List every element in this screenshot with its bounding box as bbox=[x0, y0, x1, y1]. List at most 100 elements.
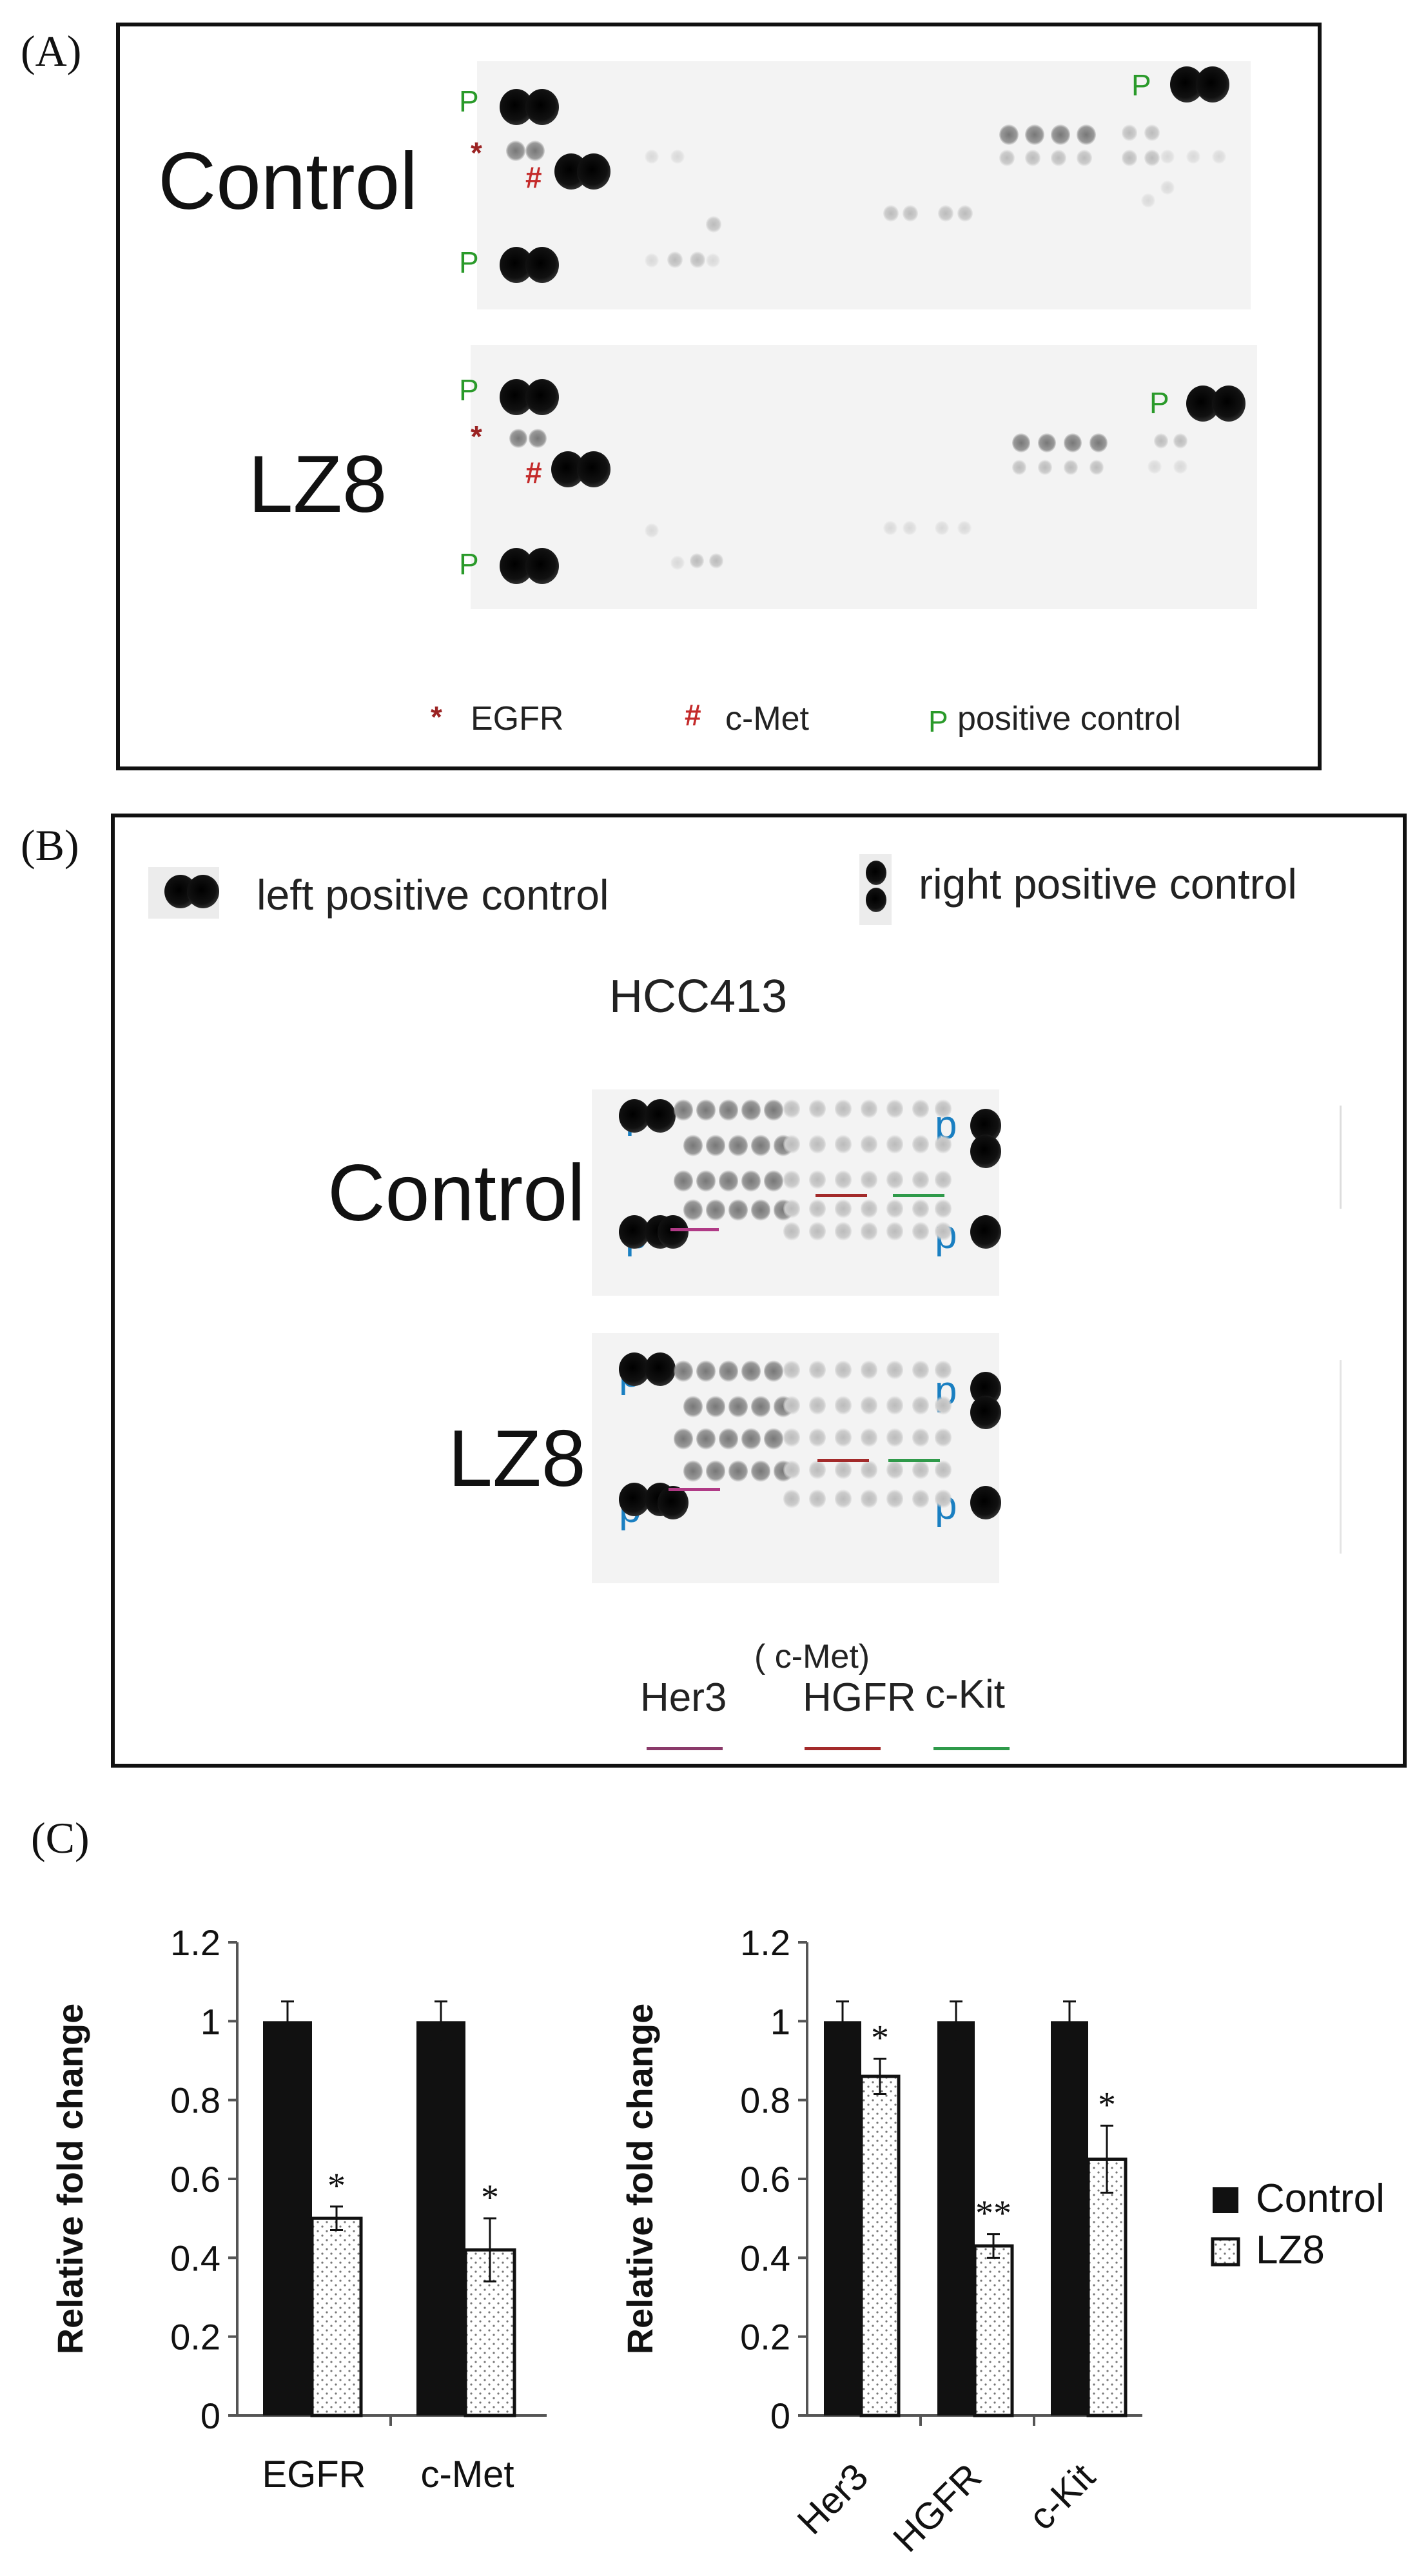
bar bbox=[263, 2021, 312, 2415]
blot-spot bbox=[883, 521, 897, 535]
blot-spot bbox=[1051, 150, 1066, 166]
blot-spot bbox=[674, 1360, 693, 1382]
panel-a-frame bbox=[116, 23, 1322, 770]
blot-spot bbox=[935, 1222, 952, 1241]
blot-spot bbox=[741, 1170, 761, 1192]
significance-label: * bbox=[871, 2018, 889, 2058]
blot-spot bbox=[861, 1489, 877, 1508]
blot-spot bbox=[957, 205, 973, 222]
chart-left: 0 0.2 0.4 0.6 0.8 1 1.2 Relative fold change * EG… bbox=[50, 1922, 547, 2495]
panel-a-control-p-bottom: P bbox=[459, 246, 479, 279]
y-tick-label: 0.6 bbox=[170, 2159, 220, 2200]
panel-c-letter: (C) bbox=[31, 1813, 90, 1862]
blot-spot bbox=[728, 1199, 748, 1221]
blot-spot bbox=[696, 1428, 716, 1450]
bar bbox=[824, 2021, 861, 2415]
y-tick-label: 0.6 bbox=[740, 2159, 790, 2200]
legend-control-swatch bbox=[1213, 2187, 1238, 2213]
blot-spot bbox=[835, 1460, 852, 1479]
blot-spot bbox=[809, 1360, 826, 1380]
blot-spot bbox=[719, 1099, 738, 1121]
blot-spot bbox=[912, 1396, 929, 1415]
blot-spot bbox=[645, 1352, 676, 1386]
blot-spot bbox=[696, 1170, 716, 1192]
panel-a-lz8-label: LZ8 bbox=[248, 440, 387, 529]
blot-spot bbox=[751, 1396, 770, 1418]
blot-spot bbox=[886, 1460, 903, 1479]
blot-spot bbox=[783, 1199, 800, 1218]
blot-spot bbox=[741, 1428, 761, 1450]
blot-spot bbox=[886, 1199, 903, 1218]
blot-spot bbox=[886, 1099, 903, 1118]
panel-a-legend-egfr-label: EGFR bbox=[471, 700, 564, 737]
blot-spot bbox=[835, 1170, 852, 1189]
x-tick-label: EGFR bbox=[262, 2454, 366, 2495]
blot-spot bbox=[935, 1199, 952, 1218]
blot-spot bbox=[1051, 124, 1070, 145]
blot-spot bbox=[970, 1486, 1001, 1519]
y-axis-label: Relative fold change bbox=[50, 2004, 90, 2355]
blot-spot bbox=[970, 1215, 1001, 1249]
blot-spot bbox=[529, 429, 547, 448]
blot-spot bbox=[1012, 433, 1030, 453]
blot-spot bbox=[1077, 124, 1096, 145]
blot-spot bbox=[728, 1396, 748, 1418]
blot-spot bbox=[719, 1428, 738, 1450]
panel-a-legend-p-symbol: P bbox=[928, 705, 948, 738]
blot-spot bbox=[912, 1099, 929, 1118]
blot-spot bbox=[835, 1489, 852, 1508]
panel-a-lz8-p-right: P bbox=[1149, 386, 1169, 420]
blot-spot bbox=[957, 521, 972, 535]
blot-spot bbox=[1186, 150, 1200, 164]
blot-spot bbox=[683, 1135, 703, 1156]
blot-spot bbox=[1089, 433, 1108, 453]
blot-spot bbox=[1160, 150, 1175, 164]
blot-spot bbox=[709, 553, 723, 569]
blot-spot bbox=[525, 141, 545, 161]
right-positive-control-dot bbox=[866, 861, 886, 885]
significance-label: * bbox=[481, 2178, 499, 2218]
legend-control-label: Control bbox=[1256, 2176, 1385, 2221]
panel-a-legend-cmet-symbol: # bbox=[685, 698, 701, 732]
blot-spot bbox=[861, 1099, 877, 1118]
blot-spot bbox=[912, 1199, 929, 1218]
y-tick-label: 0.8 bbox=[170, 2080, 220, 2121]
blot-spot bbox=[886, 1489, 903, 1508]
blot-spot bbox=[809, 1222, 826, 1241]
blot-spot bbox=[912, 1170, 929, 1189]
blot-spot bbox=[1122, 124, 1137, 141]
bar bbox=[1051, 2021, 1088, 2415]
significance-label: * bbox=[327, 2166, 346, 2206]
blot-spot bbox=[783, 1396, 800, 1415]
bar bbox=[973, 2244, 1014, 2417]
blot-spot bbox=[706, 1460, 725, 1482]
bar bbox=[859, 2074, 901, 2417]
blot-spot bbox=[525, 89, 559, 125]
blot-spot bbox=[1038, 433, 1056, 453]
blot-spot bbox=[835, 1222, 852, 1241]
panel-b-letter: (B) bbox=[21, 821, 79, 870]
panel-a-lz8-cmet-marker: # bbox=[525, 456, 542, 489]
blot-spot bbox=[751, 1135, 770, 1156]
panel-b-right-edge-line bbox=[1340, 1360, 1342, 1554]
blot-spot bbox=[886, 1360, 903, 1380]
blot-spot bbox=[861, 1170, 877, 1189]
cell-line-title: HCC413 bbox=[609, 971, 788, 1022]
blot-spot bbox=[912, 1460, 929, 1479]
blot-spot bbox=[696, 1099, 716, 1121]
blot-spot bbox=[645, 1099, 676, 1133]
panel-a-legend-p-label: positive control bbox=[957, 700, 1181, 737]
significance-label: ** bbox=[975, 2194, 1011, 2234]
blot-spot bbox=[696, 1360, 716, 1382]
blot-spot bbox=[1212, 150, 1226, 164]
right-positive-control-dot bbox=[866, 888, 886, 912]
blot-spot bbox=[1077, 150, 1092, 166]
panel-a-control-cmet-marker: # bbox=[525, 161, 542, 194]
panel-a-lz8-p-top: P bbox=[459, 373, 479, 407]
blot-spot bbox=[1064, 460, 1078, 475]
blot-spot bbox=[935, 1099, 952, 1118]
blot-spot bbox=[728, 1460, 748, 1482]
blot-spot bbox=[751, 1460, 770, 1482]
blot-spot bbox=[861, 1460, 877, 1479]
blot-spot bbox=[509, 429, 527, 448]
